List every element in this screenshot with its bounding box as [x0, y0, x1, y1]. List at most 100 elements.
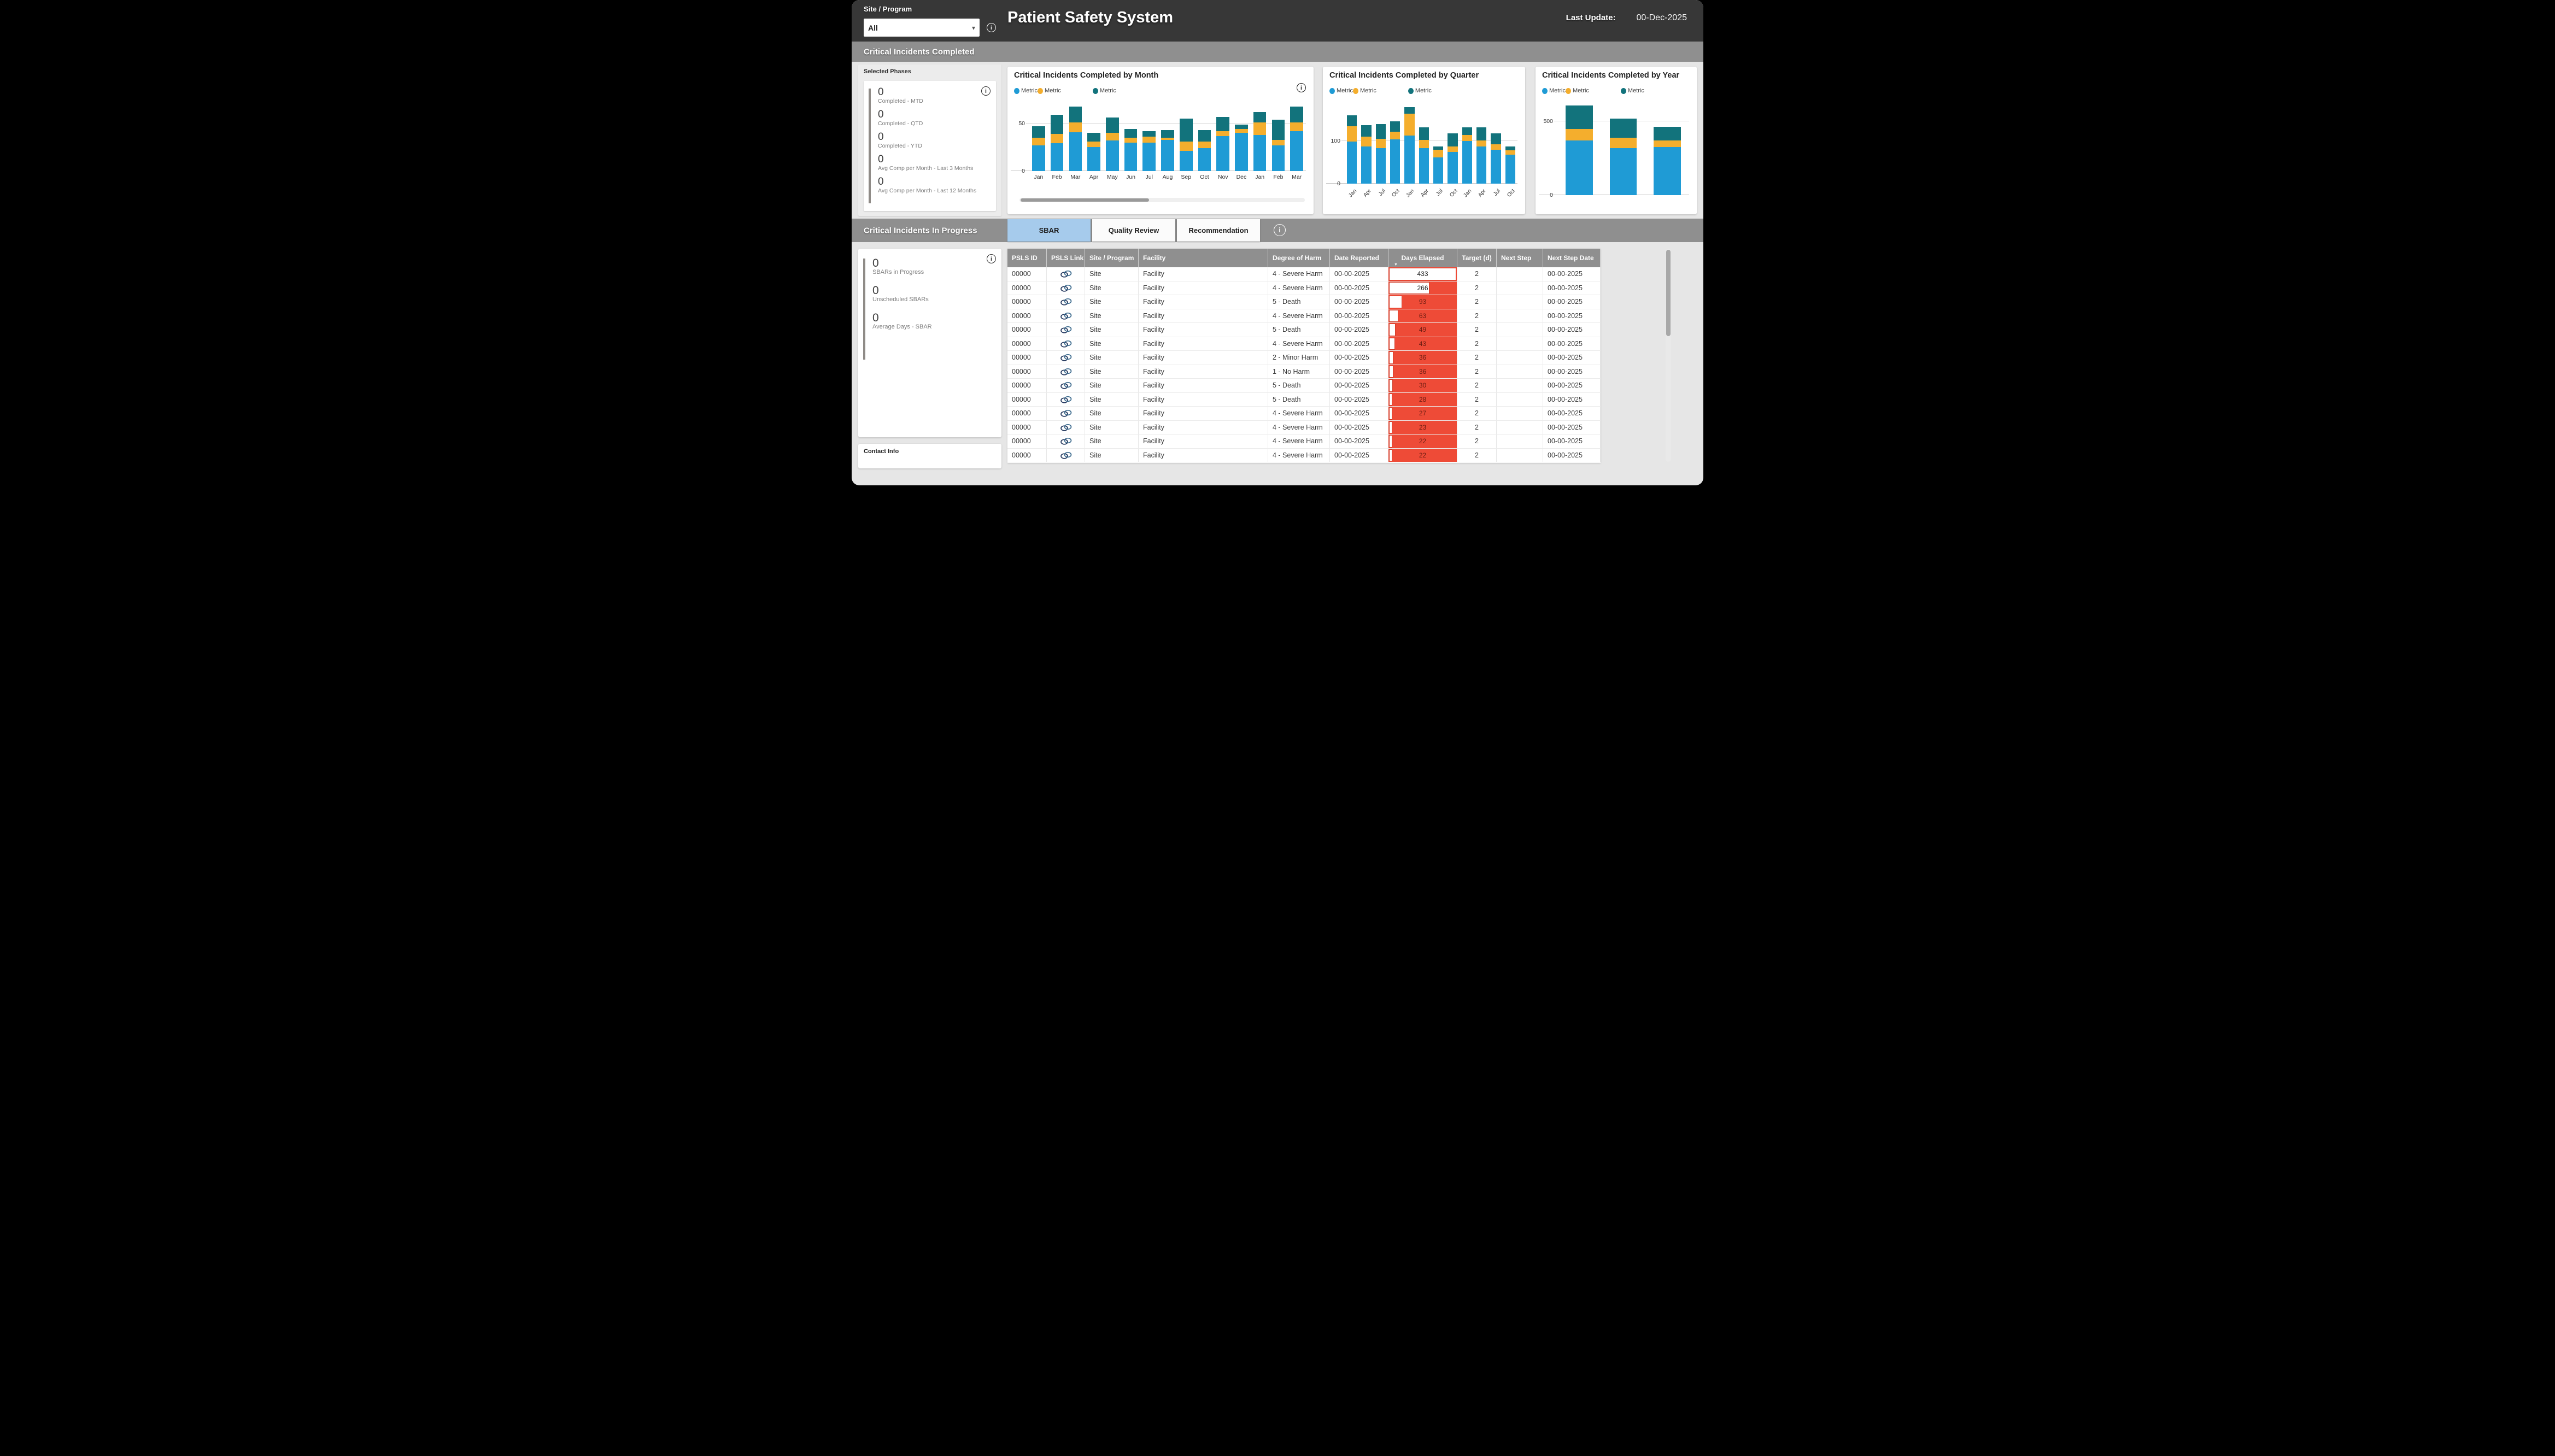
- table-row[interactable]: 00000 Site Facility 4 - Severe Harm 00-00-20…: [1007, 337, 1601, 351]
- table-row[interactable]: 00000 Site Facility 4 - Severe Harm 00-00-20…: [1007, 309, 1601, 323]
- cell-site: Site: [1085, 379, 1139, 392]
- info-icon[interactable]: [1274, 224, 1286, 236]
- stacked-bar[interactable]: [1198, 130, 1211, 171]
- chart-horizontal-scrollbar[interactable]: [1019, 198, 1305, 202]
- cell-id: 00000: [1007, 448, 1047, 462]
- chart-legend: Metric Metric Metric: [1329, 87, 1432, 94]
- bar-segment: [1361, 125, 1372, 137]
- info-icon[interactable]: [987, 254, 996, 263]
- stacked-bar[interactable]: [1433, 146, 1444, 184]
- column-header-harm[interactable]: Degree of Harm: [1268, 249, 1330, 267]
- tab-recommendation[interactable]: Recommendation: [1177, 219, 1260, 242]
- column-header-id[interactable]: PSLS ID: [1007, 249, 1047, 267]
- table-row[interactable]: 00000 Site Facility 4 - Severe Harm 00-00-20…: [1007, 420, 1601, 435]
- info-icon[interactable]: [987, 23, 996, 32]
- stacked-bar[interactable]: [1271, 119, 1285, 171]
- legend-label: Metric: [1572, 87, 1589, 94]
- bar-segment: [1271, 139, 1285, 145]
- days-elapsed-value: 28: [1419, 395, 1427, 403]
- link-icon[interactable]: [1060, 367, 1072, 377]
- bar-segment: [1476, 146, 1487, 184]
- table-vertical-scrollbar[interactable]: [1666, 249, 1671, 462]
- tab-sbar[interactable]: SBAR: [1007, 219, 1091, 242]
- table-row[interactable]: 00000 Site Facility 1 - No Harm 00-00-2025 36…: [1007, 365, 1601, 379]
- link-icon[interactable]: [1060, 339, 1072, 349]
- stacked-bar[interactable]: [1253, 111, 1267, 171]
- table-row[interactable]: 00000 Site Facility 5 - Death 00-00-2025 28 2 0…: [1007, 392, 1601, 407]
- stacked-bar[interactable]: [1050, 115, 1064, 171]
- table-row[interactable]: 00000 Site Facility 5 - Death 00-00-2025 30 2 0…: [1007, 379, 1601, 393]
- cell-site: Site: [1085, 435, 1139, 448]
- link-icon[interactable]: [1060, 325, 1072, 334]
- link-icon[interactable]: [1060, 284, 1072, 293]
- cell-id: 00000: [1007, 351, 1047, 365]
- stacked-bar[interactable]: [1476, 127, 1487, 184]
- in-progress-kpi-list: 0 SBARs in Progress 0 Unscheduled SBARs 0 Ave…: [872, 257, 997, 339]
- link-icon[interactable]: [1060, 269, 1072, 279]
- stacked-bar[interactable]: [1124, 129, 1138, 171]
- tab-quality-review[interactable]: Quality Review: [1092, 219, 1175, 242]
- link-icon[interactable]: [1060, 312, 1072, 321]
- column-header-days[interactable]: Days Elapsed ▼: [1388, 249, 1457, 267]
- stacked-bar[interactable]: [1069, 106, 1082, 171]
- column-header-target[interactable]: Target (d): [1457, 249, 1497, 267]
- stacked-bar[interactable]: [1462, 127, 1472, 184]
- link-icon[interactable]: [1060, 437, 1072, 446]
- table-row[interactable]: 00000 Site Facility 5 - Death 00-00-2025 93 2 0…: [1007, 295, 1601, 309]
- table-row[interactable]: 00000 Site Facility 5 - Death 00-00-2025 49 2 0…: [1007, 323, 1601, 337]
- stacked-bar[interactable]: [1419, 127, 1429, 184]
- cell-site: Site: [1085, 267, 1139, 281]
- stacked-bar[interactable]: [1290, 106, 1303, 171]
- stacked-bar[interactable]: [1375, 124, 1386, 184]
- column-header-next_date[interactable]: Next Step Date: [1543, 249, 1601, 267]
- link-icon[interactable]: [1060, 423, 1072, 432]
- bar-segment: [1433, 146, 1444, 150]
- link-icon[interactable]: [1060, 395, 1072, 404]
- stacked-bar[interactable]: [1448, 133, 1458, 184]
- stacked-bar[interactable]: [1235, 124, 1248, 171]
- table-row[interactable]: 00000 Site Facility 4 - Severe Harm 00-00-20…: [1007, 281, 1601, 295]
- column-header-date[interactable]: Date Reported: [1330, 249, 1388, 267]
- table-row[interactable]: 00000 Site Facility 4 - Severe Harm 00-00-20…: [1007, 448, 1601, 462]
- stacked-bar[interactable]: [1216, 116, 1230, 171]
- stacked-bar[interactable]: [1505, 146, 1515, 184]
- link-icon[interactable]: [1060, 451, 1072, 460]
- table-row[interactable]: 00000 Site Facility 4 - Severe Harm 00-00-20…: [1007, 407, 1601, 421]
- scrollbar-thumb[interactable]: [1666, 250, 1671, 336]
- info-icon[interactable]: [981, 86, 991, 96]
- stacked-bar[interactable]: [1566, 105, 1593, 195]
- stacked-bar[interactable]: [1361, 125, 1372, 184]
- stacked-bar[interactable]: [1609, 118, 1637, 195]
- stacked-bar[interactable]: [1087, 133, 1100, 171]
- column-header-site[interactable]: Site / Program: [1085, 249, 1139, 267]
- cell-id: 00000: [1007, 323, 1047, 337]
- stacked-bar[interactable]: [1106, 118, 1119, 171]
- stacked-bar[interactable]: [1653, 126, 1681, 195]
- info-icon[interactable]: [1297, 83, 1306, 92]
- stacked-bar[interactable]: [1179, 119, 1193, 171]
- link-icon[interactable]: [1060, 409, 1072, 418]
- stacked-bar[interactable]: [1491, 133, 1501, 184]
- link-icon[interactable]: [1060, 353, 1072, 362]
- site-program-dropdown[interactable]: All ▾: [864, 19, 980, 37]
- cell-date: 00-00-2025: [1330, 323, 1388, 337]
- column-header-link[interactable]: PSLS Link: [1047, 249, 1085, 267]
- cell-link: [1047, 448, 1085, 462]
- table-row[interactable]: 00000 Site Facility 2 - Minor Harm 00-00-202…: [1007, 351, 1601, 365]
- stacked-bar[interactable]: [1404, 107, 1415, 184]
- scrollbar-thumb[interactable]: [1021, 198, 1149, 202]
- stacked-bar[interactable]: [1390, 121, 1400, 184]
- column-header-next[interactable]: Next Step: [1497, 249, 1543, 267]
- stacked-bar[interactable]: [1346, 115, 1357, 184]
- x-axis-tick-label: Jul: [1435, 188, 1444, 197]
- table-row[interactable]: 00000 Site Facility 4 - Severe Harm 00-00-20…: [1007, 435, 1601, 449]
- link-icon[interactable]: [1060, 297, 1072, 307]
- column-header-facility[interactable]: Facility: [1139, 249, 1268, 267]
- bar-column: [1251, 104, 1269, 171]
- stacked-bar[interactable]: [1032, 126, 1045, 171]
- stacked-bar[interactable]: [1161, 130, 1174, 171]
- table-row[interactable]: 00000 Site Facility 4 - Severe Harm 00-00-20…: [1007, 267, 1601, 281]
- link-icon[interactable]: [1060, 381, 1072, 390]
- stacked-bar[interactable]: [1142, 131, 1156, 171]
- cell-target: 2: [1457, 351, 1497, 365]
